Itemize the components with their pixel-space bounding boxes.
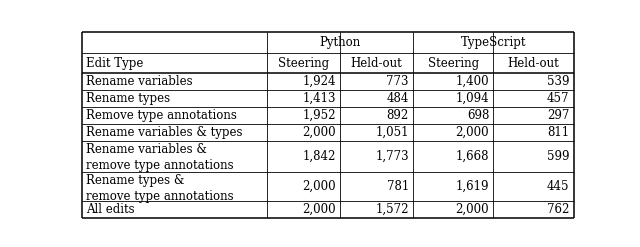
Text: 1,619: 1,619 — [456, 180, 489, 193]
Text: 1,952: 1,952 — [303, 109, 336, 122]
Text: 2,000: 2,000 — [456, 126, 489, 139]
Text: Remove type annotations: Remove type annotations — [86, 109, 237, 122]
Text: Rename variables &
remove type annotations: Rename variables & remove type annotatio… — [86, 143, 234, 172]
Text: Held-out: Held-out — [508, 57, 559, 70]
Text: Edit Type: Edit Type — [86, 57, 144, 70]
Text: 1,842: 1,842 — [303, 150, 336, 163]
Text: Rename variables & types: Rename variables & types — [86, 126, 243, 139]
Text: 445: 445 — [547, 180, 570, 193]
Text: 1,051: 1,051 — [376, 126, 409, 139]
Text: 1,413: 1,413 — [303, 92, 336, 105]
Text: Steering: Steering — [278, 57, 329, 70]
Text: 1,094: 1,094 — [456, 92, 489, 105]
Text: 2,000: 2,000 — [456, 203, 489, 216]
Text: 811: 811 — [547, 126, 570, 139]
Text: 1,400: 1,400 — [456, 75, 489, 88]
Text: Rename variables: Rename variables — [86, 75, 193, 88]
Text: Python: Python — [319, 36, 361, 49]
Text: Rename types: Rename types — [86, 92, 171, 105]
Text: 599: 599 — [547, 150, 570, 163]
Text: 1,773: 1,773 — [376, 150, 409, 163]
Text: All edits: All edits — [86, 203, 135, 216]
Text: Rename types &
remove type annotations: Rename types & remove type annotations — [86, 174, 234, 203]
Text: 781: 781 — [387, 180, 409, 193]
Text: 2,000: 2,000 — [303, 203, 336, 216]
Text: 1,924: 1,924 — [303, 75, 336, 88]
Text: 1,572: 1,572 — [376, 203, 409, 216]
Text: 698: 698 — [467, 109, 489, 122]
Text: 457: 457 — [547, 92, 570, 105]
Text: 892: 892 — [387, 109, 409, 122]
Text: TypeScript: TypeScript — [461, 36, 526, 49]
Text: 539: 539 — [547, 75, 570, 88]
Text: 2,000: 2,000 — [303, 180, 336, 193]
Text: 1,668: 1,668 — [456, 150, 489, 163]
Text: 762: 762 — [547, 203, 570, 216]
Text: 773: 773 — [387, 75, 409, 88]
Text: Held-out: Held-out — [351, 57, 403, 70]
Text: Steering: Steering — [428, 57, 479, 70]
Text: 484: 484 — [387, 92, 409, 105]
Text: 297: 297 — [547, 109, 570, 122]
Text: 2,000: 2,000 — [303, 126, 336, 139]
